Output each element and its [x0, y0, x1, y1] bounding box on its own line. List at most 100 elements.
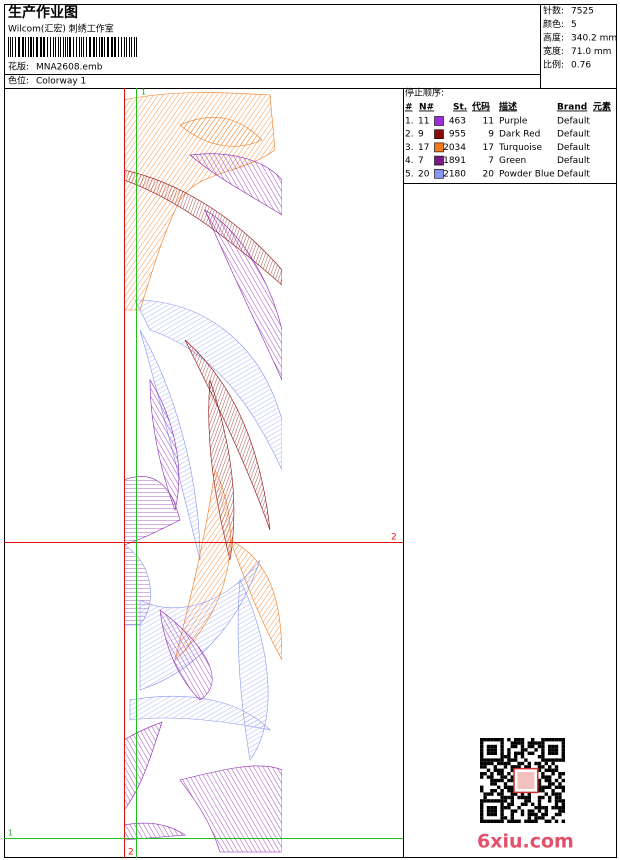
- qr-cell: [486, 792, 491, 796]
- qr-cell: [480, 761, 484, 766]
- qr-cell: [551, 816, 555, 820]
- qr-cell: [531, 812, 535, 817]
- qr-cell: [541, 755, 545, 759]
- bar: [8, 37, 9, 57]
- qr-cell: [544, 761, 548, 766]
- qr-cell: [520, 744, 525, 749]
- qr-cell: [520, 792, 525, 796]
- qr-cell: [507, 802, 511, 806]
- qr-cell: [517, 765, 521, 769]
- qr-cell: [486, 806, 491, 810]
- stitches: 463: [449, 117, 466, 127]
- qr-cell: [544, 738, 548, 742]
- qr-cell: [561, 806, 565, 810]
- qr-cell: [497, 785, 501, 789]
- qr-cell: [514, 809, 518, 813]
- qr-cell: [531, 819, 535, 823]
- qr-cell: [537, 806, 542, 810]
- qr-cell: [507, 789, 511, 793]
- qr-cell: [544, 778, 548, 783]
- qr-cell: [544, 785, 548, 789]
- qr-cell: [503, 782, 508, 786]
- qr-cell: [527, 799, 531, 803]
- qr-cell: [561, 751, 565, 755]
- bar: [69, 37, 71, 57]
- qr-cell: [500, 761, 504, 766]
- qr-cell: [480, 751, 484, 755]
- qr-cell: [497, 778, 501, 783]
- stitches: 1891: [443, 156, 466, 166]
- bar: [47, 37, 48, 57]
- qr-cell: [534, 816, 538, 820]
- stop-title: 停止顺序:: [405, 87, 444, 99]
- qr-cell: [517, 738, 521, 742]
- qr-cell: [558, 799, 562, 803]
- qr-cell: [551, 792, 555, 796]
- qr-cell: [527, 765, 531, 769]
- qr-cell: [486, 809, 491, 813]
- qr-cell: [554, 778, 559, 783]
- qr-cell: [537, 768, 542, 772]
- qr-cell: [483, 795, 487, 800]
- qr-cell: [500, 795, 504, 800]
- stitches: 2034: [443, 143, 466, 153]
- qr-cell: [551, 751, 555, 755]
- qr-cell: [497, 819, 501, 823]
- qr-cell: [514, 755, 518, 759]
- qr-cell: [541, 744, 545, 749]
- page-border: [4, 4, 617, 858]
- qr-cell: [554, 738, 559, 742]
- qr-cell: [490, 809, 494, 813]
- qr-cell: [561, 748, 565, 752]
- qr-cell: [527, 819, 531, 823]
- qr-cell: [500, 802, 504, 806]
- qr-cell: [507, 819, 511, 823]
- colorway-label: 色位:: [8, 75, 29, 87]
- qr-cell: [514, 792, 518, 796]
- qr-cell: [480, 772, 484, 776]
- qr-cell: [517, 819, 521, 823]
- qr-cell: [500, 741, 504, 745]
- bar: [65, 37, 66, 57]
- qr-cell: [493, 799, 497, 803]
- bar: [121, 37, 122, 57]
- qr-cell: [527, 809, 531, 813]
- qr-cell: [544, 758, 548, 762]
- qr-cell: [500, 789, 504, 793]
- qr-cell: [534, 819, 538, 823]
- qr-cell: [480, 744, 484, 749]
- qr-cell: [544, 812, 548, 817]
- qr-cell: [554, 765, 559, 769]
- qr-cell: [527, 761, 531, 766]
- qr-cell: [537, 816, 542, 820]
- qr-cell: [561, 772, 565, 776]
- qr-cell: [497, 768, 501, 772]
- qr-cell: [561, 789, 565, 793]
- qr-cell: [500, 819, 504, 823]
- qr-cell: [507, 738, 511, 742]
- qr-cell: [554, 744, 559, 749]
- qr-cell: [558, 809, 562, 813]
- qr-cell: [558, 758, 562, 762]
- qr-cell: [486, 799, 491, 803]
- stitches: 2180: [443, 169, 466, 179]
- bar: [107, 37, 109, 57]
- bar: [101, 37, 103, 57]
- qr-cell: [537, 782, 542, 786]
- bar: [22, 37, 24, 57]
- qr-cell: [483, 761, 487, 766]
- qr-cell: [517, 806, 521, 810]
- qr-cell: [510, 778, 514, 783]
- qr-cell: [537, 809, 542, 813]
- qr-cell: [554, 802, 559, 806]
- qr-cell: [537, 802, 542, 806]
- qr-cell: [541, 785, 545, 789]
- qr-cell: [541, 748, 545, 752]
- qr-cell: [544, 819, 548, 823]
- qr-cell: [548, 748, 552, 752]
- qr-cell: [541, 758, 545, 762]
- qr-cell: [541, 772, 545, 776]
- qr-cell: [510, 792, 514, 796]
- qr-cell: [497, 738, 501, 742]
